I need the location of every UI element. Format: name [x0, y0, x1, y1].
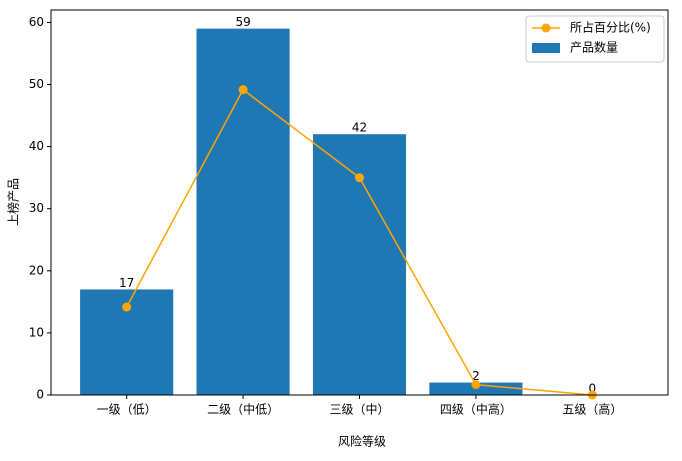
y-tick-label: 10: [29, 325, 44, 339]
line-point: [238, 85, 248, 95]
x-tick-label: 一级（低）: [97, 403, 157, 417]
line-point: [471, 380, 481, 390]
x-tick-label: 二级（中低）: [207, 402, 279, 417]
line-point: [355, 173, 364, 183]
legend-marker: [541, 23, 551, 33]
line-point: [122, 302, 132, 312]
y-tick-label: 40: [29, 139, 44, 153]
y-tick-label: 0: [36, 388, 44, 402]
bar-value-label: 59: [235, 15, 250, 29]
y-tick-label: 20: [29, 263, 44, 277]
x-tick-label: 五级（高）: [562, 402, 622, 417]
x-tick-label: 三级（中）: [329, 402, 389, 417]
bar-value-label: 0: [589, 382, 597, 396]
x-tick-label: 四级（中高）: [440, 402, 512, 417]
y-tick-label: 50: [29, 77, 44, 91]
bar: [196, 28, 290, 396]
y-tick-label: 60: [29, 15, 44, 29]
bar-value-label: 42: [352, 121, 367, 135]
legend-swatch: [532, 43, 560, 53]
legend-box: [525, 15, 665, 63]
plot-frame: [50, 9, 669, 396]
legend-label: 所占百分比(%): [570, 20, 651, 35]
y-tick-label: 30: [29, 201, 44, 215]
bar-value-label: 17: [119, 276, 134, 290]
y-axis-label: 上榜产品: [6, 178, 21, 226]
legend-label: 产品数量: [570, 40, 618, 55]
x-axis-label: 风险等级: [338, 434, 386, 449]
bar-value-label: 2: [472, 369, 480, 383]
